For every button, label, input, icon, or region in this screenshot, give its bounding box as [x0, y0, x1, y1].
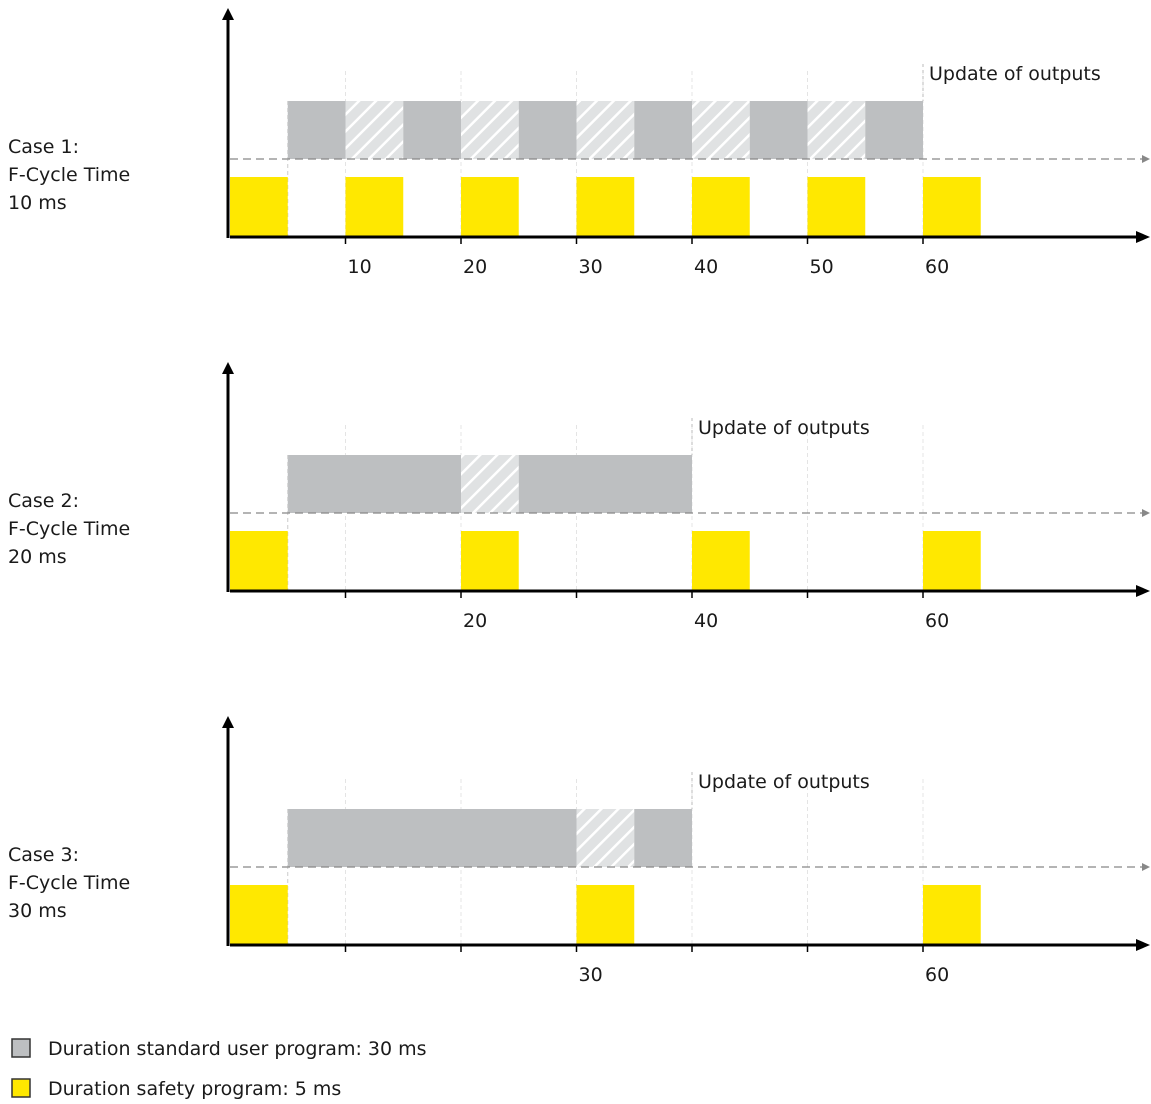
case-3-tick-label: 60	[925, 964, 949, 986]
case-1-label-line: Case 1:	[8, 136, 79, 158]
case-1-standard-segment-6	[576, 101, 635, 159]
case-2-safety-block-3	[692, 531, 750, 590]
case-1-safety-block-6	[807, 177, 866, 236]
case-1-dashed-arrowhead	[1142, 155, 1150, 163]
case-1-standard-segment-1	[287, 101, 346, 159]
case-1-standard-segment-3	[403, 101, 461, 159]
case-1-standard-segment-8	[692, 101, 750, 159]
case-2-label-line: F-Cycle Time	[8, 518, 130, 540]
case-1-standard-segment-5	[518, 101, 577, 159]
case-1-tick-label: 60	[925, 256, 949, 278]
case-3-dashed-arrowhead	[1142, 863, 1150, 871]
case-1-safety-block-1	[230, 177, 288, 236]
case-2-tick-label: 60	[925, 610, 949, 632]
case-3-standard-segment-2	[576, 809, 635, 867]
case-1-label-line: 10 ms	[8, 192, 67, 214]
case-1-label-line: F-Cycle Time	[8, 164, 130, 186]
case-3-label-line: F-Cycle Time	[8, 872, 130, 894]
case-3-standard-segment-3	[634, 809, 692, 867]
case-3-tick-label: 30	[579, 964, 603, 986]
case-1-tick-label: 40	[694, 256, 718, 278]
case-1-x-axis-arrow	[1136, 231, 1150, 243]
case-1-timeline: Update of outputs 10 20 30 40 50 60 Case 1: F-Cy…	[8, 8, 1150, 278]
case-3-label-line: Case 3:	[8, 844, 79, 866]
case-1-safety-block-2	[345, 177, 404, 236]
case-1-standard-segment-10	[807, 101, 866, 159]
case-1-tick-label: 10	[348, 256, 372, 278]
case-1-standard-segment-11	[865, 101, 923, 159]
case-2-safety-block-1	[230, 531, 288, 590]
case-3-safety-block-2	[576, 885, 635, 944]
case-1-y-axis-arrow	[222, 8, 234, 20]
case-2-standard-segment-3	[518, 455, 692, 513]
legend-label-safety: Duration safety program: 5 ms	[48, 1078, 341, 1100]
case-1-tick-label: 20	[463, 256, 487, 278]
case-3-safety-block-3	[923, 885, 981, 944]
case-3-timeline: Update of outputs 30 60 Case 3: F-Cycle Time…	[8, 716, 1150, 986]
case-1-safety-block-5	[692, 177, 750, 236]
case-1-tick-label: 30	[579, 256, 603, 278]
case-2-standard-segment-2	[461, 455, 519, 513]
case-3-standard-segment-1	[287, 809, 577, 867]
case-2-tick-label: 40	[694, 610, 718, 632]
case-1-standard-segment-4	[461, 101, 519, 159]
case-2-y-axis-arrow	[222, 362, 234, 374]
case-3-label-line: 30 ms	[8, 900, 67, 922]
case-2-safety-block-4	[923, 531, 981, 590]
case-3-x-axis-arrow	[1136, 939, 1150, 951]
case-3-safety-block-1	[230, 885, 288, 944]
legend-swatch-safety	[11, 1078, 31, 1098]
case-2-timeline: Update of outputs 20 40 60 Case 2: F-Cycle Ti…	[8, 362, 1150, 632]
case-2-safety-block-2	[461, 531, 519, 590]
case-1-safety-block-4	[576, 177, 635, 236]
legend-label-standard: Duration standard user program: 30 ms	[48, 1038, 427, 1060]
case-2-label-line: 20 ms	[8, 546, 67, 568]
case-3-y-axis-arrow	[222, 716, 234, 728]
case-1-standard-segment-7	[634, 101, 692, 159]
case-2-x-axis-arrow	[1136, 585, 1150, 597]
case-1-standard-segment-9	[749, 101, 808, 159]
case-2-dashed-arrowhead	[1142, 509, 1150, 517]
case-1-tick-label: 50	[810, 256, 834, 278]
case-2-tick-label: 20	[463, 610, 487, 632]
case-2-label-line: Case 2:	[8, 490, 79, 512]
case-2-standard-segment-1	[287, 455, 461, 513]
legend-swatch-standard	[11, 1038, 31, 1058]
case-1-safety-block-3	[461, 177, 519, 236]
case-1-update-label: Update of outputs	[929, 63, 1101, 85]
case-2-update-label: Update of outputs	[698, 417, 870, 439]
case-1-standard-segment-2	[345, 101, 404, 159]
case-1-safety-block-7	[923, 177, 981, 236]
case-3-update-label: Update of outputs	[698, 771, 870, 793]
